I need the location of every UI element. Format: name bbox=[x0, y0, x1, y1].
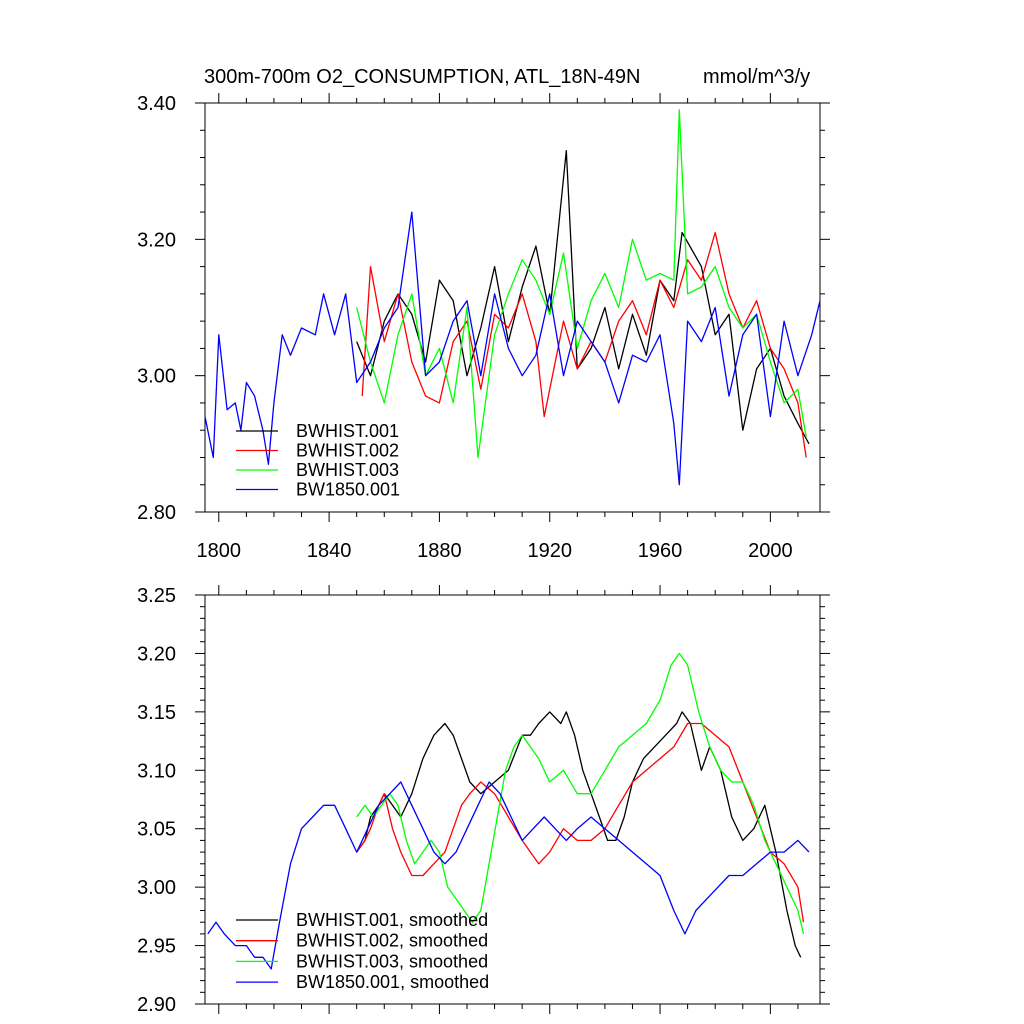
series-line-bwhist-002-smoothed bbox=[356, 722, 805, 923]
series-line-bwhist-003 bbox=[356, 109, 807, 459]
series-line-bwhist-003-smoothed bbox=[356, 652, 805, 935]
y-tick-label: 3.20 bbox=[137, 229, 176, 251]
plot-frame bbox=[204, 594, 821, 1005]
y-tick-label: 3.20 bbox=[137, 643, 176, 665]
y-tick-label: 3.00 bbox=[137, 366, 176, 388]
legend-label-bw1850-001-smoothed: BW1850.001, smoothed bbox=[296, 972, 489, 992]
y-tick-label: 3.05 bbox=[137, 819, 176, 841]
x-tick-label: 1960 bbox=[638, 540, 683, 562]
x-tick-label: 1840 bbox=[307, 540, 352, 562]
y-tick-label: 3.25 bbox=[137, 585, 176, 607]
plot-frame bbox=[204, 102, 821, 513]
series-line-bw1850-001 bbox=[204, 211, 821, 486]
series-line-bwhist-002 bbox=[361, 231, 807, 458]
y-tick-label: 3.00 bbox=[137, 877, 176, 899]
series-line-bw1850-001-smoothed bbox=[207, 781, 810, 970]
x-tick-label: 1800 bbox=[197, 540, 242, 562]
y-tick-label: 2.95 bbox=[137, 936, 176, 958]
legend-label-bwhist-003-smoothed: BWHIST.003, smoothed bbox=[296, 951, 488, 971]
y-tick-label: 2.90 bbox=[137, 994, 176, 1016]
legend-label-bwhist-001: BWHIST.001 bbox=[296, 421, 399, 441]
legend-label-bwhist-002-smoothed: BWHIST.002, smoothed bbox=[296, 931, 488, 951]
x-tick-label: 2000 bbox=[748, 540, 793, 562]
chart-title: 300m-700m O2_CONSUMPTION, ATL_18N-49N bbox=[204, 66, 640, 88]
series-line-bwhist-001 bbox=[356, 150, 810, 445]
bottom-panel: 2.90 2.95 3.00 3.05 3.10 3.15 3.20 3.25 BWHIST.0… bbox=[137, 585, 830, 1016]
y-tick-label: 3.10 bbox=[137, 760, 176, 782]
units-label: mmol/m^3/y bbox=[703, 66, 810, 88]
legend-label-bwhist-003: BWHIST.003 bbox=[296, 460, 399, 480]
series-line-bwhist-001-smoothed bbox=[356, 711, 802, 958]
top-panel: 1800 1840 1880 1920 1960 2000 2.80 3.00 3.20 3.40… bbox=[137, 93, 830, 562]
x-tick-label: 1880 bbox=[417, 540, 462, 562]
x-tick-label: 1920 bbox=[527, 540, 572, 562]
y-tick-label: 3.15 bbox=[137, 702, 176, 724]
y-tick-label: 3.40 bbox=[137, 93, 176, 115]
y-tick-label: 2.80 bbox=[137, 502, 176, 524]
legend-label-bwhist-002: BWHIST.002 bbox=[296, 441, 399, 461]
legend-label-bw1850-001: BW1850.001 bbox=[296, 480, 400, 500]
legend-label-bwhist-001-smoothed: BWHIST.001, smoothed bbox=[296, 910, 488, 930]
